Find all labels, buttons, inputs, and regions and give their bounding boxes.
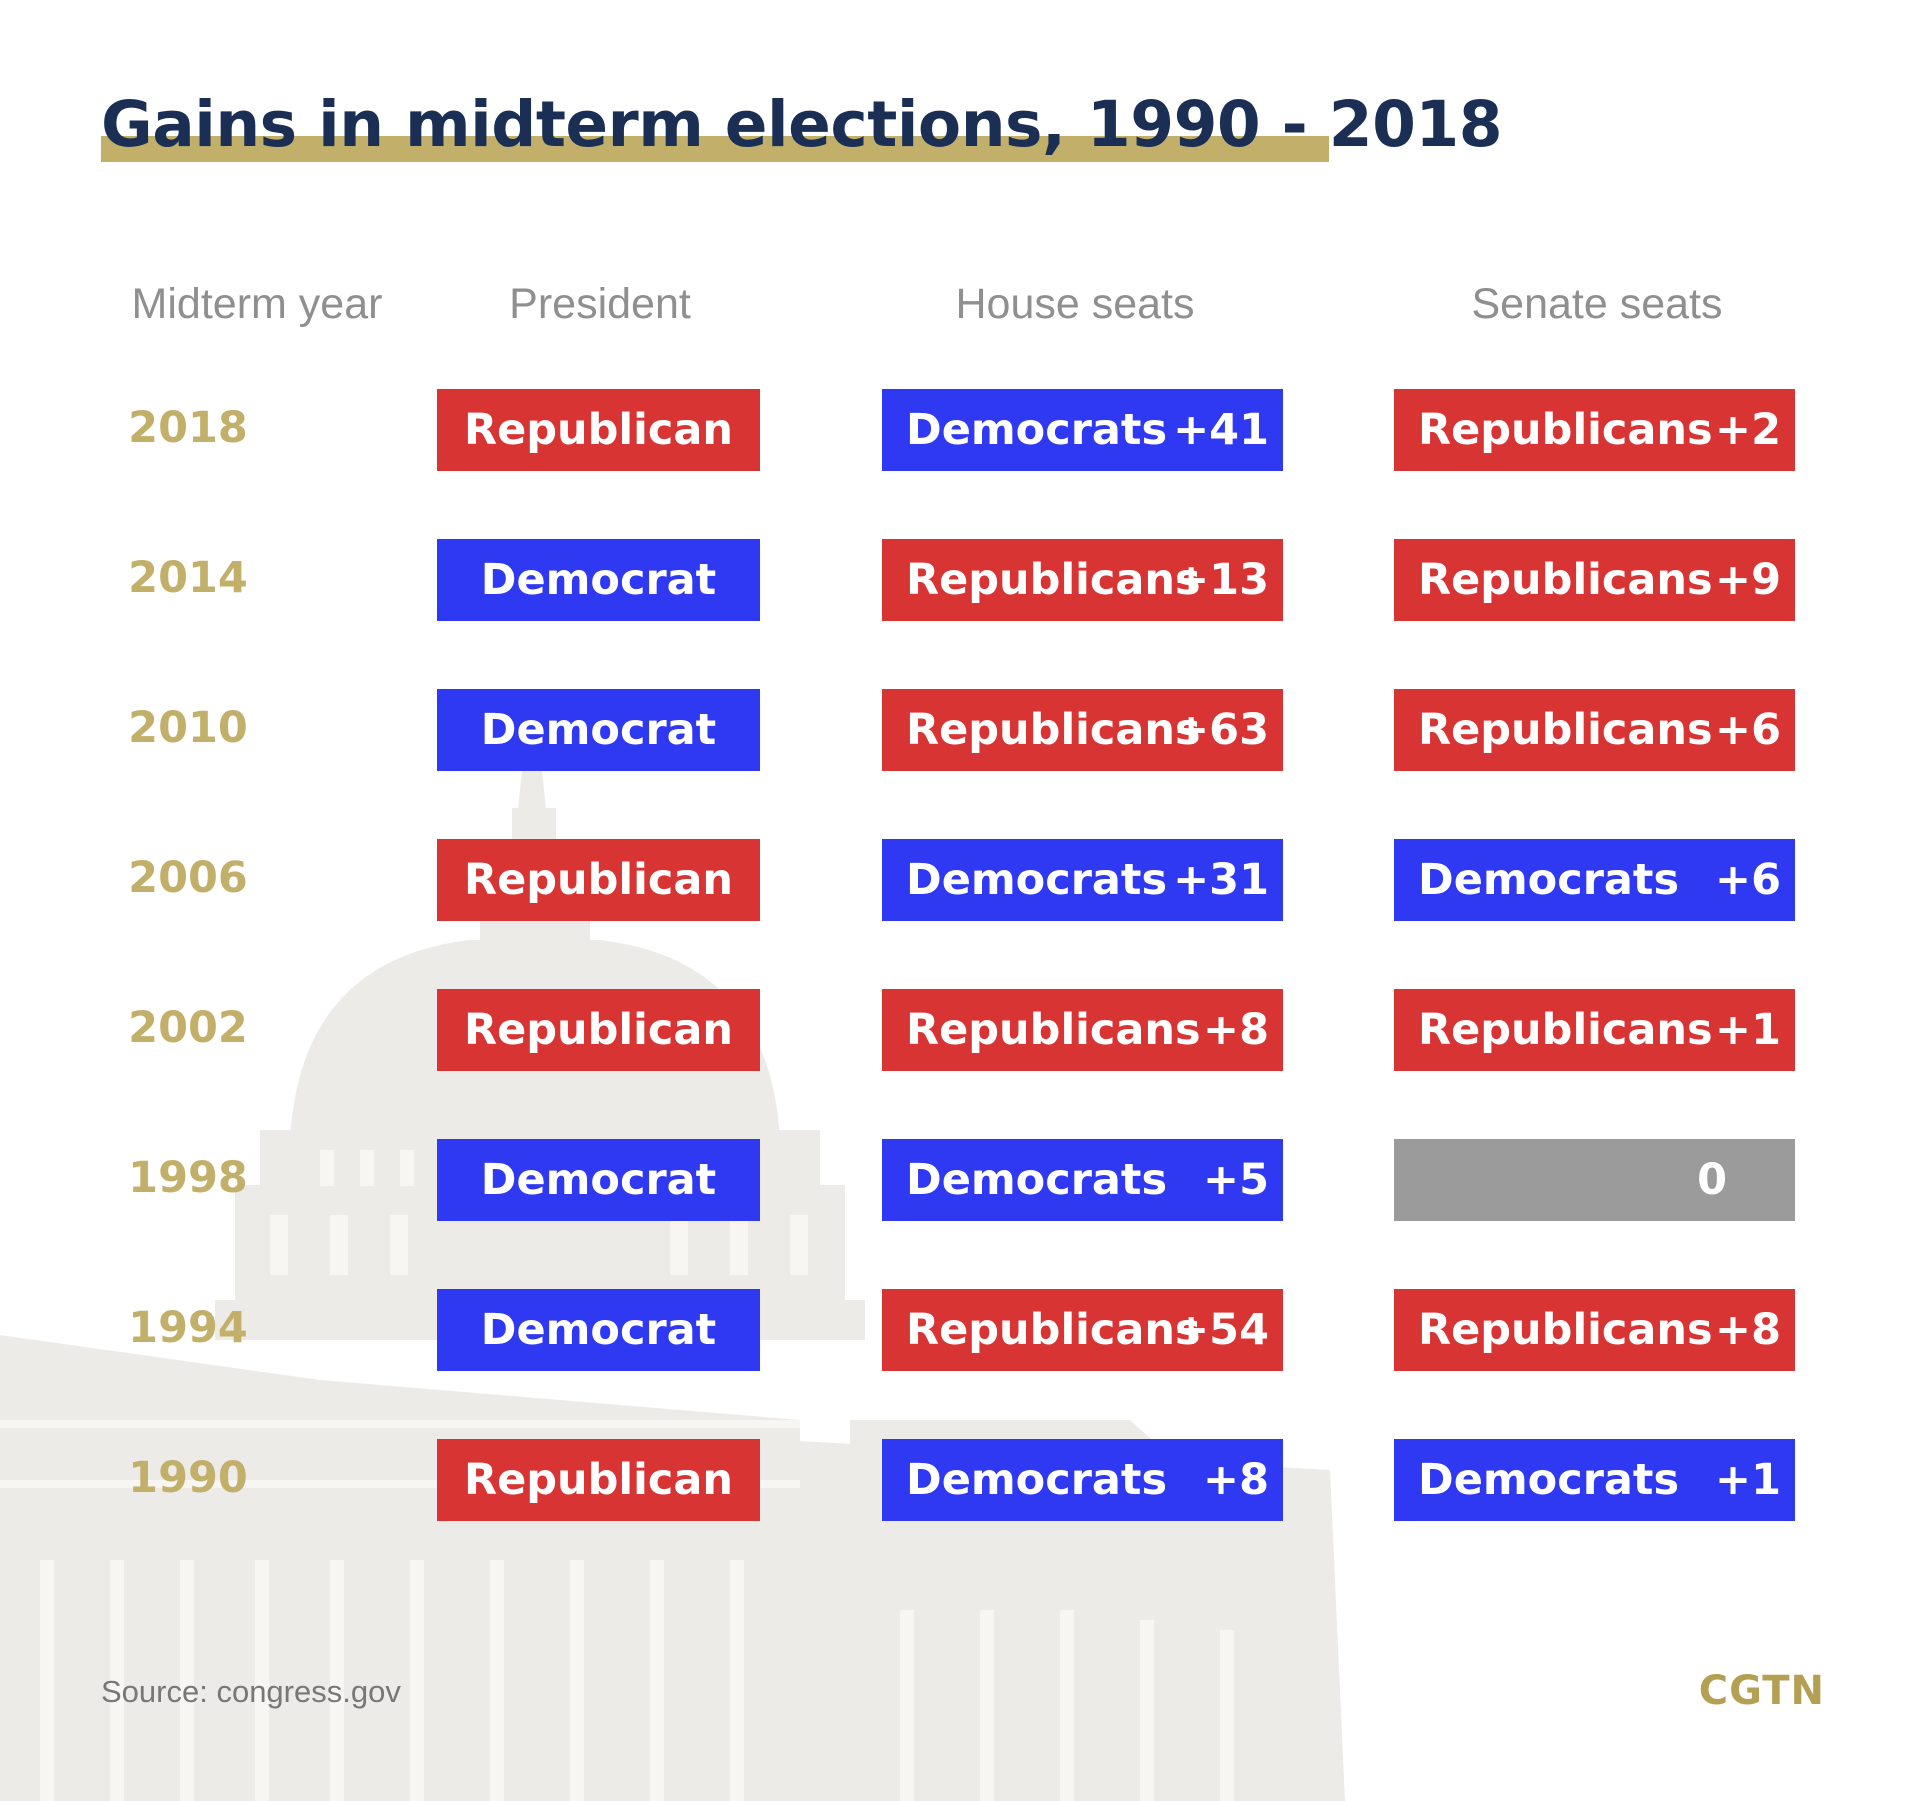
senate-seats-badge: Republicans +2 [1394,389,1795,471]
senate-seats-badge: Republicans +6 [1394,689,1795,771]
president-badge: Democrat [437,1139,760,1221]
chart-title: Gains in midterm elections, 1990 - 2018 [101,88,1503,161]
house-gain-value: +13 [1173,555,1269,605]
header-house-seats: House seats [955,280,1195,328]
senate-party-label: Democrats [1418,855,1680,905]
senate-seats-badge: Republicans +8 [1394,1289,1795,1371]
house-seats-badge: Republicans +13 [882,539,1283,621]
house-party-label: Republicans [906,1305,1201,1355]
house-seats-badge: Democrats +31 [882,839,1283,921]
house-party-label: Democrats [906,855,1168,905]
house-party-label: Republicans [906,555,1201,605]
house-gain-value: +31 [1173,855,1269,905]
year-label: 2006 [128,853,248,903]
senate-gain-value: +6 [1715,855,1781,905]
senate-party-label: Republicans [1418,1005,1713,1055]
house-seats-badge: Republicans +8 [882,989,1283,1071]
header-midterm-year: Midterm year [131,280,383,328]
house-seats-badge: Democrats +41 [882,389,1283,471]
senate-gain-value: +9 [1715,555,1781,605]
senate-party-label: Republicans [1418,555,1713,605]
president-badge: Democrat [437,539,760,621]
senate-seats-badge: Republicans +9 [1394,539,1795,621]
senate-party-label: Republicans [1418,705,1713,755]
house-gain-value: +5 [1203,1155,1269,1205]
year-label: 2002 [128,1003,248,1053]
header-senate-seats: Senate seats [1471,280,1723,328]
senate-gain-value: +1 [1715,1005,1781,1055]
year-label: 2018 [128,403,248,453]
president-badge: Republican [437,1439,760,1521]
header-president: President [509,280,691,328]
house-party-label: Democrats [906,1155,1168,1205]
house-gain-value: +54 [1173,1305,1269,1355]
senate-seats-badge: Democrats +1 [1394,1439,1795,1521]
house-party-label: Democrats [906,405,1168,455]
senate-gain-value: +8 [1715,1305,1781,1355]
source-note: Source: congress.gov [101,1674,401,1709]
house-party-label: Democrats [906,1455,1168,1505]
house-seats-badge: Republicans +63 [882,689,1283,771]
year-label: 2014 [128,553,248,603]
senate-gain-value: +6 [1715,705,1781,755]
year-label: 2010 [128,703,248,753]
house-seats-badge: Democrats +5 [882,1139,1283,1221]
house-gain-value: +8 [1203,1455,1269,1505]
house-party-label: Republicans [906,705,1201,755]
senate-gain-value: 0 [1697,1155,1727,1205]
year-label: 1998 [128,1153,248,1203]
senate-seats-badge: 0 [1394,1139,1795,1221]
senate-seats-badge: Democrats +6 [1394,839,1795,921]
year-label: 1990 [128,1453,248,1503]
house-seats-badge: Democrats +8 [882,1439,1283,1521]
house-gain-value: +8 [1203,1005,1269,1055]
senate-gain-value: +1 [1715,1455,1781,1505]
house-gain-value: +63 [1173,705,1269,755]
title-underline [101,136,1329,162]
president-badge: Republican [437,839,760,921]
house-seats-badge: Republicans +54 [882,1289,1283,1371]
president-badge: Democrat [437,1289,760,1371]
cgtn-logo: CGTN [1698,1668,1825,1714]
president-badge: Democrat [437,689,760,771]
house-gain-value: +41 [1173,405,1269,455]
senate-party-label: Republicans [1418,1305,1713,1355]
senate-seats-badge: Republicans +1 [1394,989,1795,1071]
president-badge: Republican [437,989,760,1071]
senate-party-label: Republicans [1418,405,1713,455]
president-badge: Republican [437,389,760,471]
house-party-label: Republicans [906,1005,1201,1055]
senate-gain-value: +2 [1715,405,1781,455]
senate-party-label: Democrats [1418,1455,1680,1505]
year-label: 1994 [128,1303,248,1353]
